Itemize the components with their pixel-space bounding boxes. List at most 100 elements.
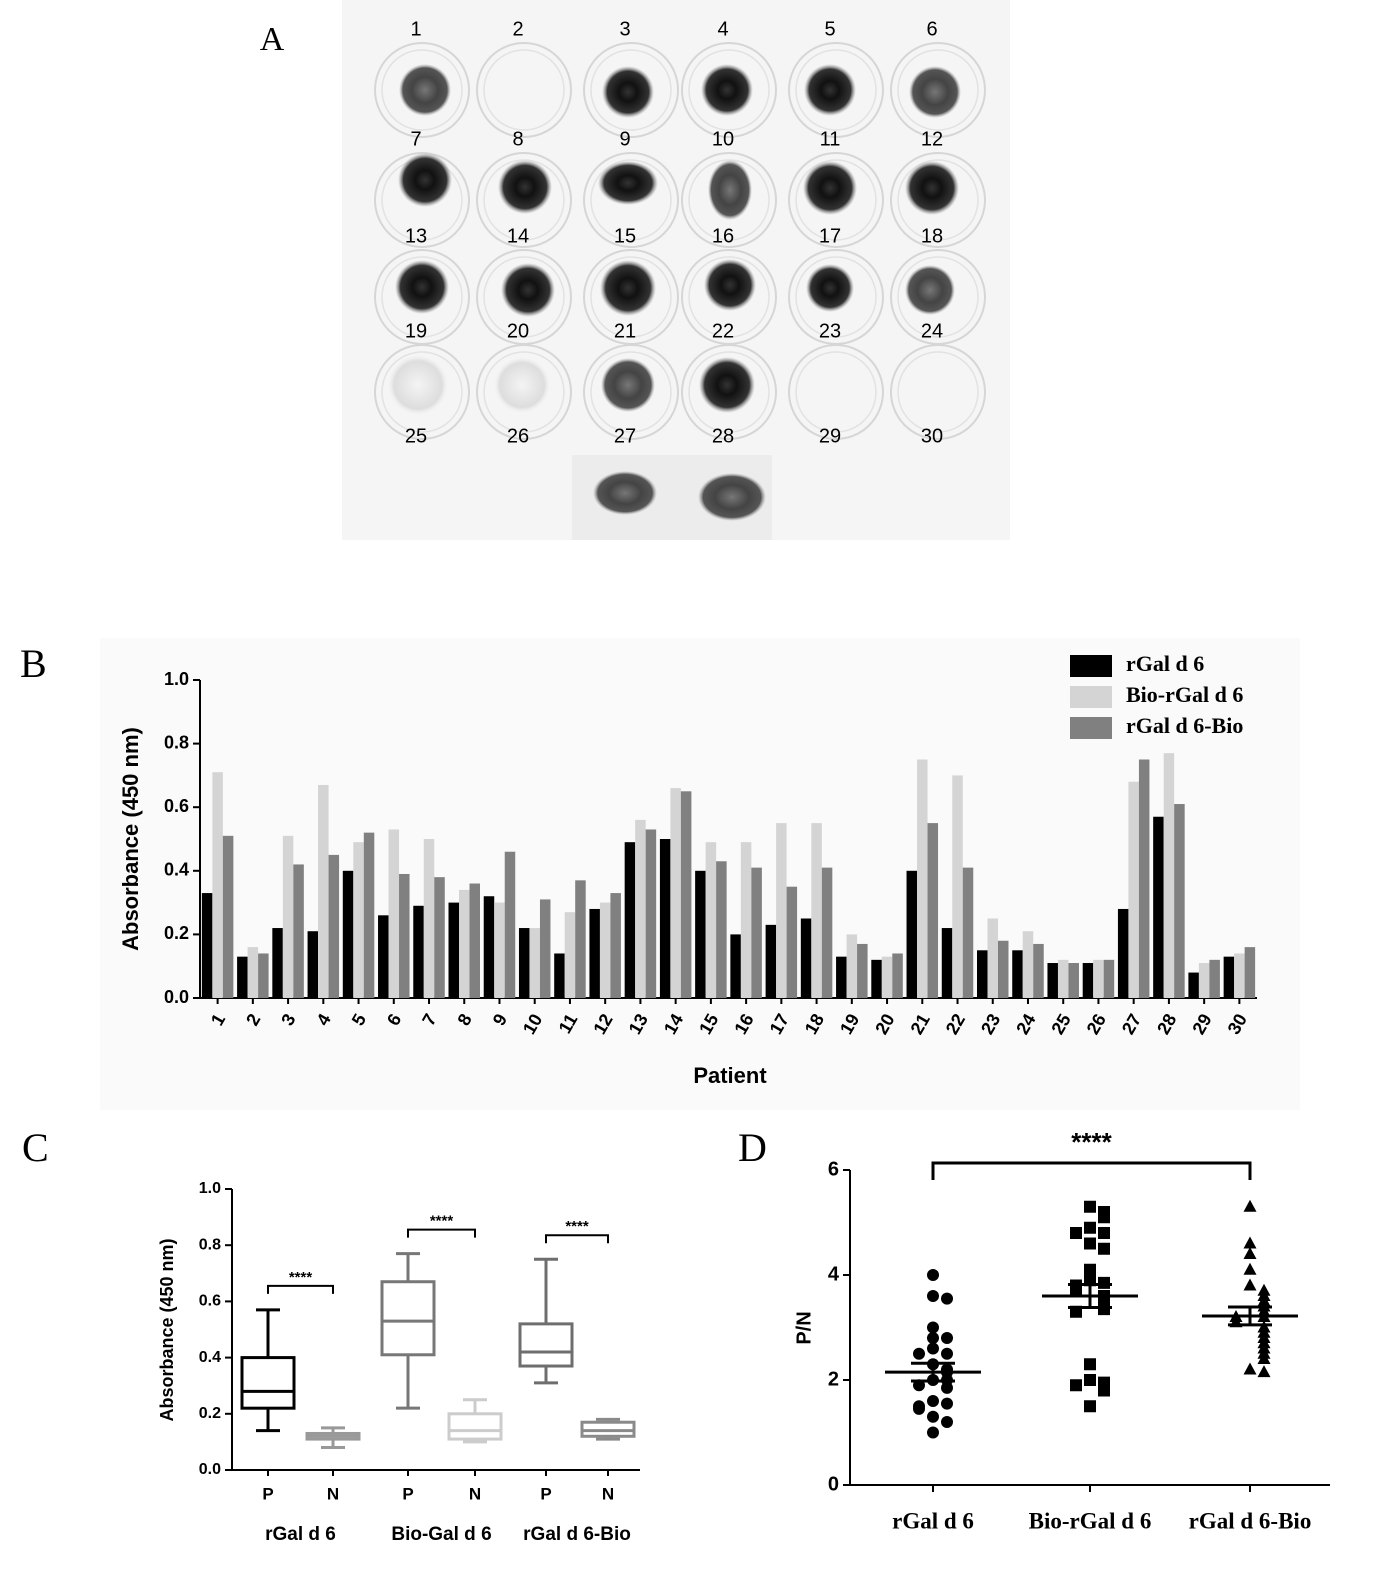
- well-ring: [374, 42, 470, 138]
- y-axis-title: Absorbance (450 nm): [157, 1238, 177, 1421]
- bar: [1234, 953, 1245, 998]
- point: [1070, 1284, 1082, 1297]
- well-ring: [476, 152, 572, 248]
- point: [1257, 1365, 1271, 1378]
- bar: [1057, 959, 1069, 998]
- point: [927, 1395, 939, 1407]
- bar: [716, 861, 727, 998]
- well-ring: [795, 351, 877, 433]
- bar: [857, 943, 868, 998]
- spot: [593, 471, 657, 515]
- bar: [846, 934, 858, 998]
- well-label: 19: [405, 320, 427, 342]
- y-tick-label: 0.4: [164, 860, 189, 880]
- legend-swatch: [1070, 655, 1112, 677]
- bar: [1128, 781, 1139, 998]
- point: [941, 1292, 953, 1305]
- bar: [1163, 753, 1175, 998]
- spot: [804, 64, 856, 116]
- bar: [1033, 943, 1044, 998]
- bar: [258, 953, 269, 998]
- well-ring: [381, 49, 463, 131]
- well-label: 20: [507, 320, 529, 342]
- bar: [494, 902, 505, 998]
- panel-label: C: [22, 1125, 49, 1170]
- bar: [388, 829, 400, 998]
- bar: [539, 899, 551, 998]
- bar: [318, 784, 329, 998]
- x-tick-label: rGal d 6: [892, 1508, 974, 1533]
- well-ring: [583, 42, 679, 138]
- panel-label: B: [20, 641, 47, 686]
- well-label: 30: [921, 425, 943, 447]
- spot: [803, 161, 857, 215]
- legend-swatch: [1070, 686, 1112, 708]
- well-ring: [476, 344, 572, 440]
- spot: [498, 160, 552, 214]
- spot: [704, 259, 756, 311]
- spot: [701, 64, 753, 116]
- point: [927, 1269, 939, 1281]
- bar: [459, 889, 470, 998]
- well-label: 1: [410, 18, 421, 40]
- bar: [575, 880, 586, 998]
- y-axis-title: P/N: [793, 1311, 815, 1344]
- significance-label: ****: [430, 1213, 454, 1230]
- point: [1257, 1352, 1271, 1364]
- bar: [917, 759, 928, 998]
- significance-bracket: [267, 1284, 334, 1294]
- well-label: 26: [507, 425, 529, 447]
- significance-bracket: [545, 1234, 609, 1244]
- well-label: 3: [619, 18, 630, 40]
- well-label: 11: [820, 128, 841, 150]
- spot: [501, 263, 555, 317]
- well-ring: [897, 49, 979, 131]
- bar: [434, 877, 445, 998]
- bar: [1068, 963, 1079, 998]
- well-label: 27: [614, 425, 636, 447]
- group-label: Bio-Gal d 6: [391, 1524, 491, 1545]
- well-ring: [890, 42, 986, 138]
- x-tick-label: N: [327, 1484, 339, 1503]
- point: [1084, 1221, 1096, 1234]
- point: [941, 1416, 953, 1428]
- bar: [1047, 963, 1058, 998]
- bar: [201, 893, 213, 998]
- box: [240, 1356, 296, 1410]
- bar: [293, 864, 304, 998]
- well-label: 5: [824, 18, 835, 40]
- bar: [1223, 956, 1235, 998]
- significance-bracket: [931, 1161, 1252, 1180]
- bar: [941, 928, 953, 998]
- point: [927, 1426, 939, 1439]
- well-label: 15: [614, 225, 636, 247]
- bar: [952, 775, 963, 998]
- well-ring: [483, 351, 565, 433]
- well-ring: [795, 49, 877, 131]
- bar: [378, 915, 389, 998]
- point: [1084, 1400, 1096, 1413]
- spot: [399, 64, 451, 116]
- point: [1098, 1384, 1110, 1397]
- well-label: 16: [712, 225, 734, 247]
- bar: [1198, 963, 1210, 998]
- point: [1098, 1303, 1110, 1316]
- point: [1084, 1263, 1096, 1276]
- y-axis-title: Absorbance (450 nm): [118, 727, 143, 951]
- bar: [1012, 950, 1023, 998]
- point: [1243, 1247, 1257, 1259]
- y-tick-label: 0.2: [199, 1405, 221, 1422]
- point: [941, 1332, 953, 1344]
- bar: [247, 947, 259, 998]
- well-label: 17: [819, 225, 841, 247]
- bar: [624, 842, 636, 998]
- point: [913, 1402, 925, 1415]
- point: [941, 1397, 953, 1410]
- bar: [342, 870, 354, 998]
- bar: [222, 835, 234, 998]
- well-ring: [483, 256, 565, 338]
- bar: [645, 829, 657, 998]
- well-ring: [476, 42, 572, 138]
- spot: [602, 66, 654, 118]
- point: [1098, 1276, 1110, 1289]
